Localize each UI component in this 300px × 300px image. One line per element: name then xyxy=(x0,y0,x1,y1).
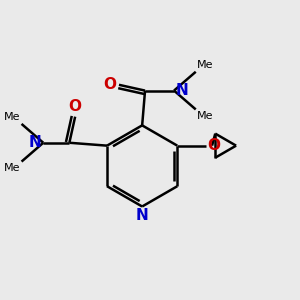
Text: Me: Me xyxy=(197,111,214,121)
Text: O: O xyxy=(69,99,82,114)
Text: O: O xyxy=(103,77,116,92)
Text: N: N xyxy=(29,135,42,150)
Text: Me: Me xyxy=(197,60,214,70)
Text: O: O xyxy=(208,138,221,153)
Text: Me: Me xyxy=(4,163,20,173)
Text: Me: Me xyxy=(4,112,20,122)
Text: N: N xyxy=(136,208,148,223)
Text: N: N xyxy=(176,83,188,98)
